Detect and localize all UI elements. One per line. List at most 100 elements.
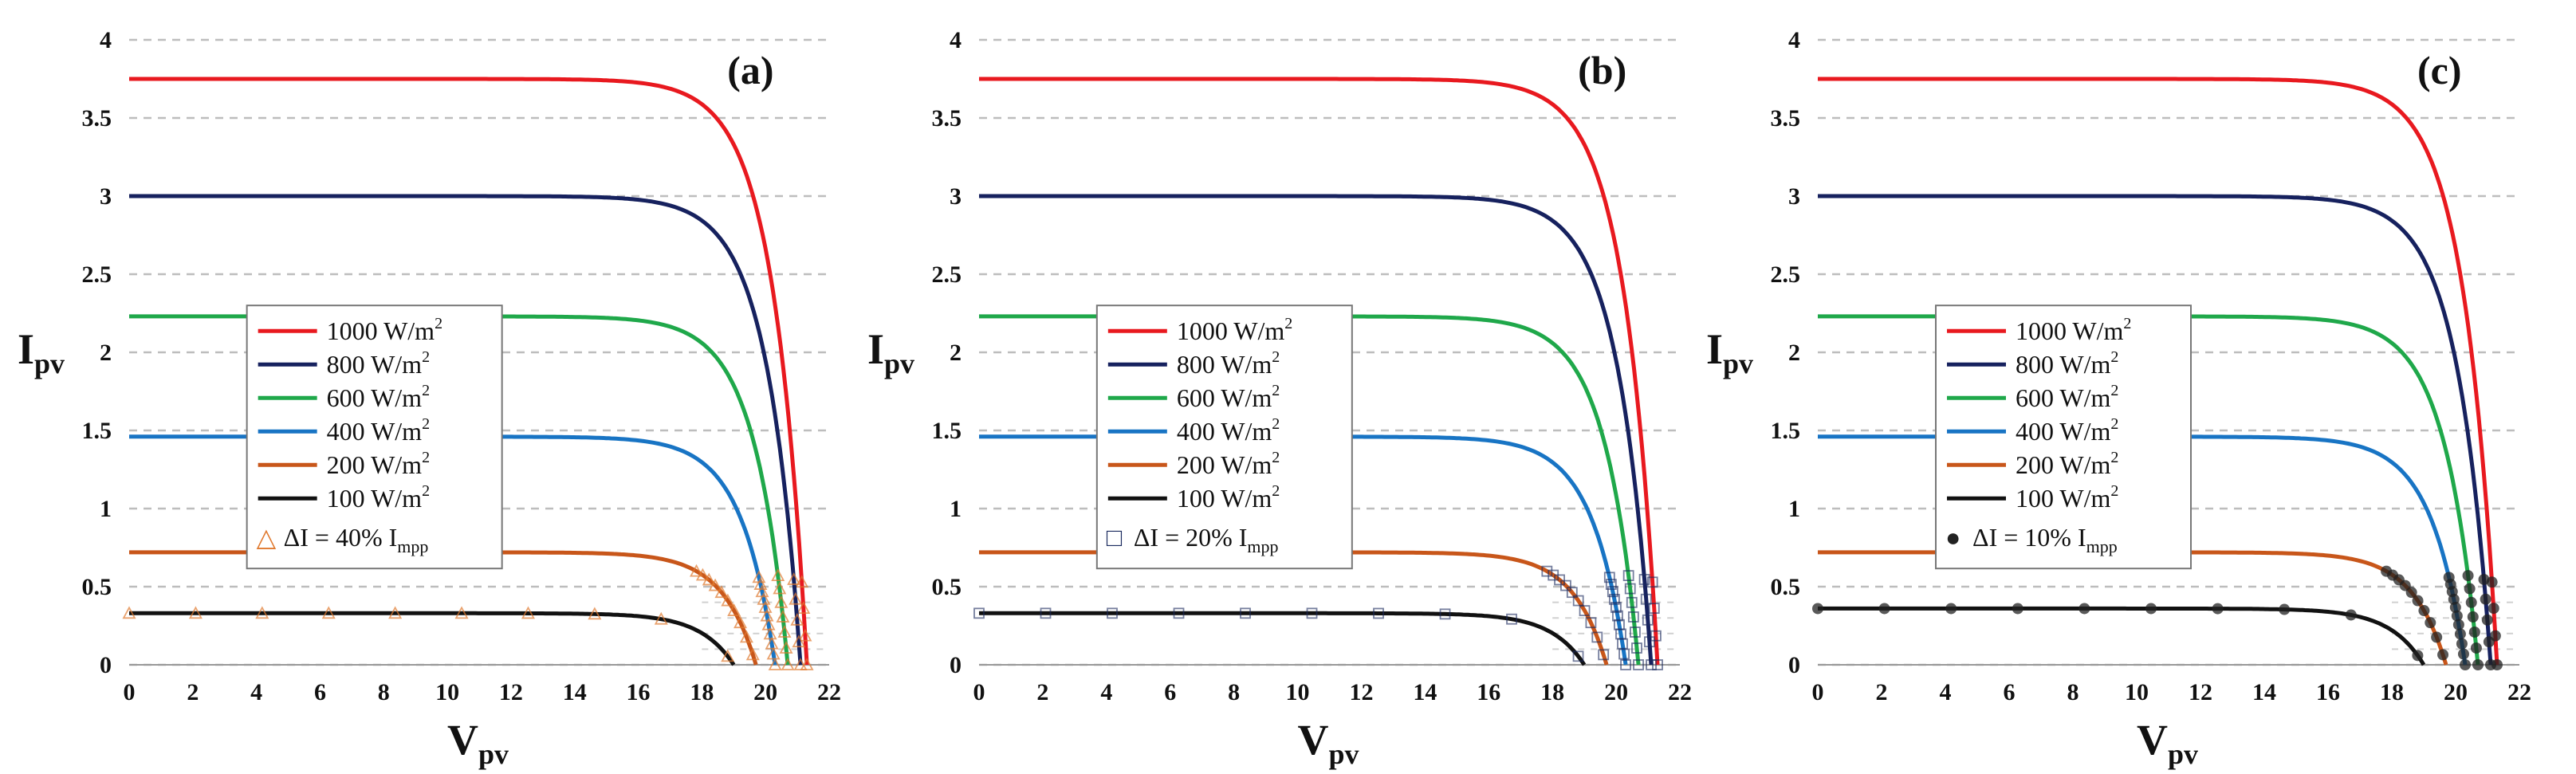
data-marker xyxy=(2452,619,2464,631)
data-marker xyxy=(1173,607,1185,619)
x-tick-label: 18 xyxy=(690,679,714,705)
legend-label: 100 W/m2 xyxy=(1177,482,1280,513)
legend-label: 100 W/m2 xyxy=(2016,482,2118,513)
legend-marker-label: ΔI = 20% Impp xyxy=(1134,523,1279,556)
data-marker xyxy=(781,658,795,670)
legend-label: 1000 W/m2 xyxy=(327,315,442,345)
data-marker xyxy=(1640,593,1652,605)
data-marker xyxy=(1607,586,1618,598)
data-marker xyxy=(2485,659,2496,670)
series-line xyxy=(979,77,1660,666)
y-tick-label: 1 xyxy=(1788,496,1800,522)
x-tick-label: 16 xyxy=(627,679,651,705)
x-axis-label: Vpv xyxy=(2137,716,2198,770)
data-marker xyxy=(2478,573,2490,585)
data-marker xyxy=(1620,659,1631,670)
y-tick-label: 0 xyxy=(100,652,112,678)
data-marker xyxy=(766,646,781,660)
data-marker xyxy=(765,636,779,650)
legend-box xyxy=(1095,304,1353,570)
data-marker xyxy=(2212,603,2224,615)
legend-label: 600 W/m2 xyxy=(327,382,430,412)
data-marker xyxy=(796,601,811,615)
data-marker xyxy=(2431,631,2443,643)
data-marker xyxy=(1646,576,1658,588)
series-line xyxy=(979,611,1587,666)
series-line xyxy=(1818,194,2493,666)
x-tick-label: 6 xyxy=(1164,679,1176,705)
data-marker xyxy=(1591,631,1603,643)
series-line xyxy=(979,194,1654,666)
y-tick-label: 2.5 xyxy=(932,261,962,288)
data-marker xyxy=(798,628,812,642)
data-marker xyxy=(2405,587,2417,599)
data-marker xyxy=(745,647,760,661)
legend-marker-label: ΔI = 40% Impp xyxy=(284,523,429,556)
x-tick-label: 4 xyxy=(1100,679,1112,705)
x-tick-label: 20 xyxy=(1604,679,1628,705)
data-marker xyxy=(1631,642,1642,654)
data-marker xyxy=(2454,628,2466,640)
data-marker xyxy=(2078,603,2090,615)
data-marker xyxy=(1598,649,1610,661)
data-marker xyxy=(2464,583,2476,595)
chart-panel-a: 0 0.5 1 1.5 2 2.5 3 3.5 4 0 2 4 6 8 10 12 14 16 18 20 22 Ipv V… xyxy=(18,27,841,770)
x-tick-label: 4 xyxy=(1940,679,1952,705)
legend-label: 200 W/m2 xyxy=(327,449,430,479)
data-marker xyxy=(654,611,668,625)
legend-marker-symbol: △ xyxy=(257,523,277,552)
data-marker xyxy=(2488,603,2499,615)
chart-panel-c: 0 0.5 1 1.5 2 2.5 3 3.5 4 0 2 4 6 8 10 12 14 16 18 20 22 Ipv V… xyxy=(1706,27,2531,770)
data-marker xyxy=(321,606,336,619)
y-tick-label: 3.5 xyxy=(1771,105,1801,132)
x-tick-label: 22 xyxy=(2507,679,2531,705)
legend-label: 1000 W/m2 xyxy=(2016,315,2131,345)
data-marker xyxy=(2425,617,2436,629)
y-axis-label: Ipv xyxy=(18,325,65,379)
data-marker xyxy=(761,617,776,631)
data-marker xyxy=(792,635,806,648)
y-tick-label: 1 xyxy=(950,496,962,522)
data-marker xyxy=(2418,605,2430,617)
data-marker xyxy=(1648,603,1660,615)
data-marker xyxy=(1945,603,1957,615)
data-marker xyxy=(1878,603,1890,615)
data-marker xyxy=(1624,583,1636,595)
legend-label: 200 W/m2 xyxy=(1177,449,1280,479)
data-marker xyxy=(695,568,710,581)
data-marker xyxy=(1572,595,1584,607)
x-tick-label: 2 xyxy=(1876,679,1888,705)
data-marker xyxy=(1644,636,1655,648)
data-marker xyxy=(1040,607,1052,619)
y-tick-label: 2 xyxy=(950,340,962,366)
x-tick-label: 12 xyxy=(1349,679,1373,705)
legend-marker-label: ΔI = 10% Impp xyxy=(1972,523,2118,556)
series-line xyxy=(129,194,803,666)
data-marker xyxy=(1812,603,1823,615)
data-marker xyxy=(1605,579,1617,590)
data-marker xyxy=(2145,603,2157,615)
data-marker xyxy=(2480,593,2491,605)
data-marker xyxy=(1572,650,1584,662)
data-marker xyxy=(1579,605,1591,616)
data-marker xyxy=(1306,607,1318,619)
data-marker xyxy=(721,593,735,607)
data-marker xyxy=(2412,595,2424,607)
x-tick-label: 14 xyxy=(563,679,587,705)
y-tick-label: 3.5 xyxy=(82,105,112,132)
data-marker xyxy=(973,607,985,619)
x-tick-label: 6 xyxy=(314,679,326,705)
data-marker xyxy=(2470,642,2482,654)
data-marker xyxy=(727,603,741,616)
data-marker xyxy=(1240,607,1251,619)
data-marker xyxy=(768,658,782,670)
data-marker xyxy=(255,606,269,619)
x-tick-label: 6 xyxy=(2004,679,2016,705)
data-marker xyxy=(721,649,735,662)
legend-marker-symbol: □ xyxy=(1107,523,1123,552)
series-line xyxy=(129,611,736,666)
data-marker xyxy=(388,606,403,619)
legend-label: 400 W/m2 xyxy=(327,415,430,446)
data-marker xyxy=(789,591,803,605)
data-marker xyxy=(2481,614,2493,626)
